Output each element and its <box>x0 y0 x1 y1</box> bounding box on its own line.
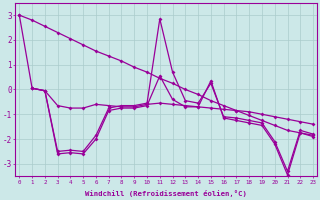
X-axis label: Windchill (Refroidissement éolien,°C): Windchill (Refroidissement éolien,°C) <box>85 190 247 197</box>
